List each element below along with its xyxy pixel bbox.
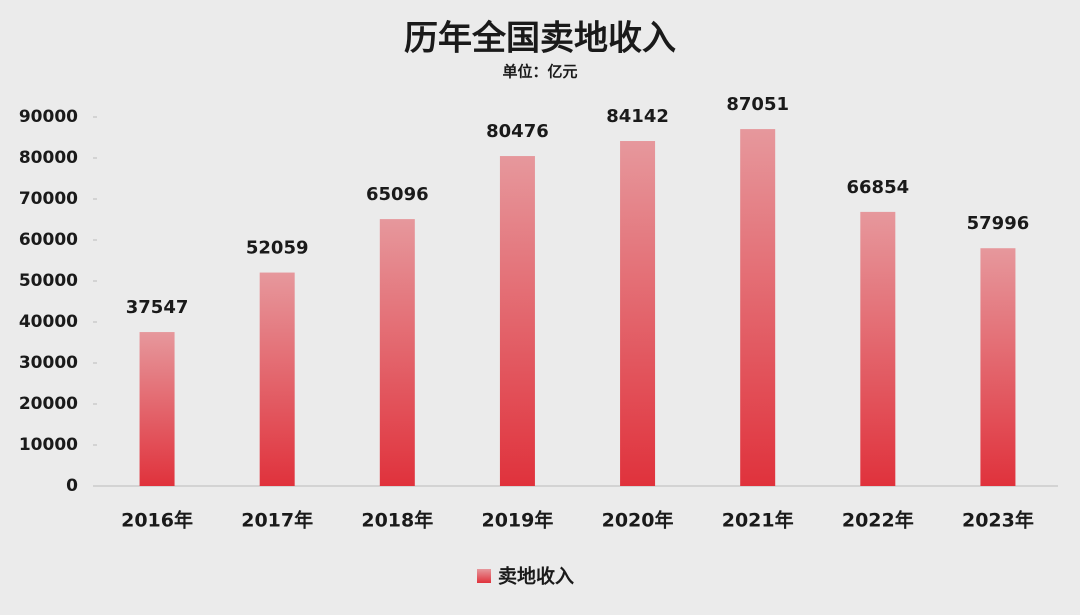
- y-tick-label: 50000: [19, 271, 78, 291]
- y-tick-label: 10000: [19, 435, 78, 455]
- y-tick-label: 70000: [19, 189, 78, 209]
- y-tick-label: 20000: [19, 394, 78, 414]
- data-label: 80476: [486, 121, 549, 142]
- data-label: 66854: [847, 177, 910, 198]
- x-tick-label: 2022年: [842, 509, 914, 532]
- x-tick-label: 2019年: [481, 509, 553, 532]
- data-label: 87051: [726, 94, 789, 115]
- y-tick-label: 0: [66, 476, 78, 496]
- chart-title: 历年全国卖地收入: [404, 19, 676, 59]
- bar: [860, 211, 896, 486]
- y-tick-label: 30000: [19, 353, 78, 373]
- y-tick-label: 60000: [19, 230, 78, 250]
- y-tick-label: 90000: [19, 107, 78, 127]
- legend-label: 卖地收入: [498, 565, 574, 588]
- x-tick-label: 2016年: [121, 509, 193, 532]
- bar: [980, 248, 1016, 486]
- bar: [379, 219, 415, 487]
- data-label: 84142: [606, 106, 669, 127]
- chart-subtitle: 单位：亿元: [502, 63, 577, 81]
- data-label: 65096: [366, 184, 429, 205]
- x-tick-label: 2021年: [722, 509, 794, 532]
- legend-swatch: [477, 569, 491, 583]
- x-tick-label: 2023年: [962, 509, 1034, 532]
- x-tick-label: 2020年: [602, 509, 674, 532]
- y-tick-label: 40000: [19, 312, 78, 332]
- x-tick-label: 2018年: [361, 509, 433, 532]
- bar: [259, 272, 295, 486]
- y-tick-label: 80000: [19, 148, 78, 168]
- x-tick-label: 2017年: [241, 509, 313, 532]
- bar: [139, 332, 175, 486]
- data-label: 57996: [967, 213, 1030, 234]
- data-label: 52059: [246, 238, 309, 259]
- bar: [499, 156, 535, 486]
- bar: [740, 129, 776, 487]
- bar: [620, 141, 656, 486]
- data-label: 37547: [126, 297, 189, 318]
